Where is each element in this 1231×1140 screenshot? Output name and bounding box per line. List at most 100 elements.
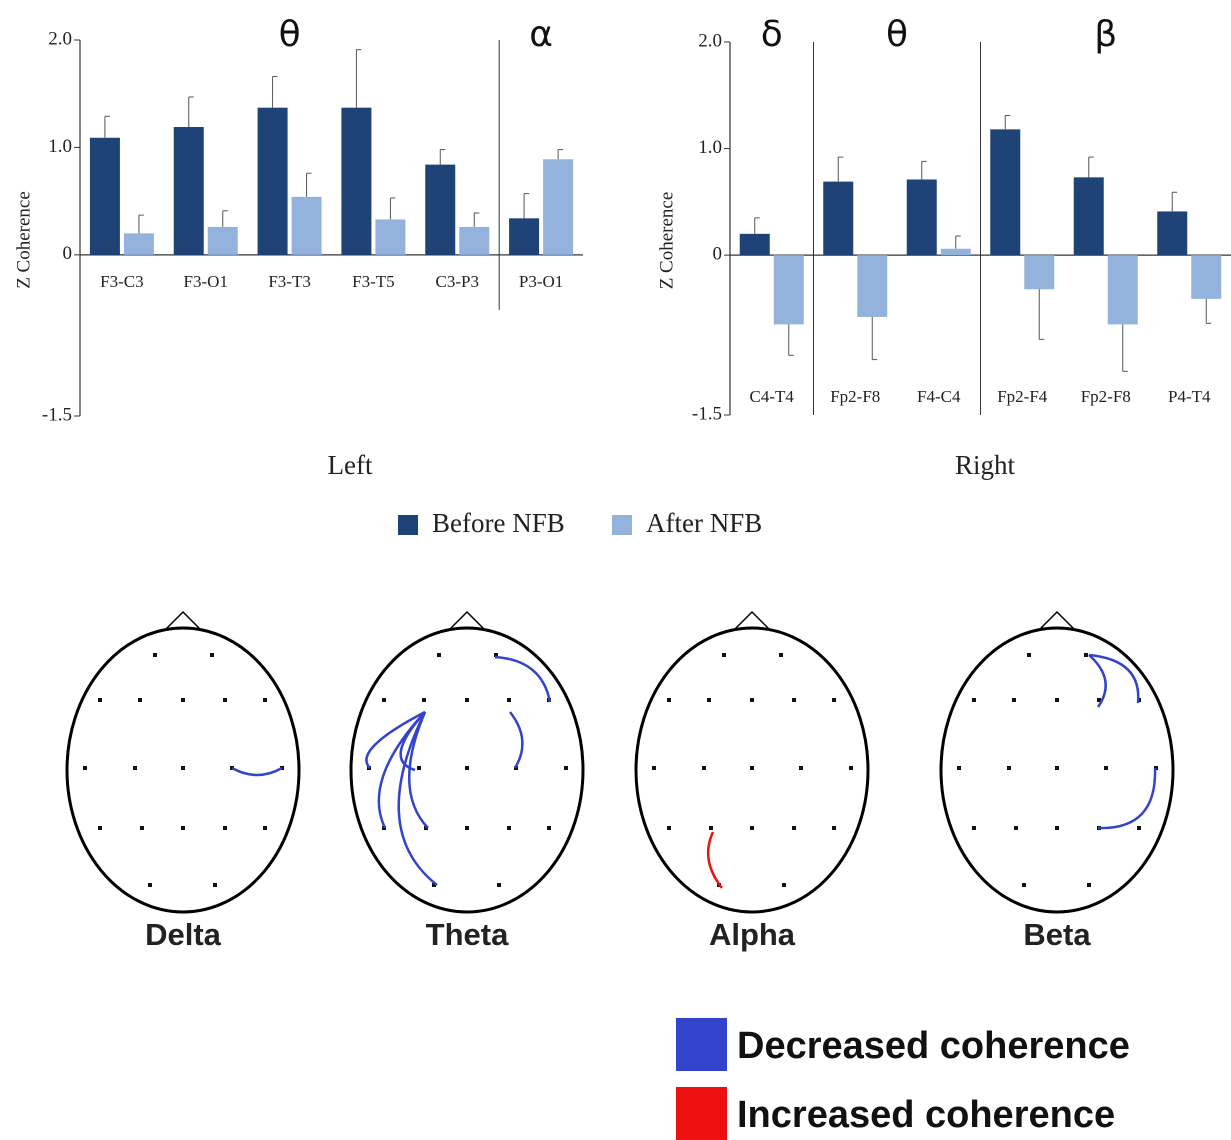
electrode (1055, 766, 1059, 770)
legend-swatch (612, 515, 632, 535)
electrode (181, 766, 185, 770)
coherence-arc (706, 831, 723, 889)
coherence-arc (231, 766, 283, 777)
head-nose (164, 610, 202, 631)
electrode (722, 653, 726, 657)
electrode (849, 766, 853, 770)
electrode (148, 883, 152, 887)
bar (990, 129, 1021, 256)
electrode (181, 698, 185, 702)
electrode (957, 766, 961, 770)
electrode (497, 883, 501, 887)
coherence-label: Decreased coherence (737, 1025, 1130, 1067)
bar (823, 181, 854, 256)
x-tick-label: Fp2-F8 (1081, 387, 1131, 406)
electrode (779, 653, 783, 657)
electrode (83, 766, 87, 770)
x-tick-label: C3-P3 (436, 272, 479, 291)
bar (89, 137, 120, 255)
legend-label: After NFB (646, 508, 762, 538)
electrode (972, 698, 976, 702)
electrode (547, 826, 551, 830)
coherence-arc (365, 710, 426, 769)
bar (773, 255, 804, 325)
x-tick-label: C4-T4 (750, 387, 795, 406)
bar (459, 226, 490, 255)
bar (906, 179, 937, 256)
head-nose (733, 610, 771, 631)
electrode (465, 698, 469, 702)
electrode (1012, 698, 1016, 702)
bar (543, 159, 574, 255)
coherence-arc (1088, 653, 1140, 704)
band-label: β (1094, 14, 1117, 55)
x-tick-label: P4-T4 (1168, 387, 1211, 406)
y-tick-label: -1.5 (42, 404, 72, 425)
electrode (564, 766, 568, 770)
coherence-arc (397, 711, 438, 886)
electrode (750, 826, 754, 830)
bar (1191, 255, 1222, 299)
electrode (832, 826, 836, 830)
legend-label: Before NFB (432, 508, 565, 538)
bar (257, 107, 288, 255)
electrode (750, 766, 754, 770)
band-label: θ (886, 14, 908, 55)
head-label: Theta (426, 917, 509, 952)
bar (1024, 255, 1055, 290)
electrode (1104, 766, 1108, 770)
coherence-arc (509, 711, 524, 769)
electrode (707, 698, 711, 702)
x-axis-label: Left (328, 450, 373, 480)
electrode (507, 698, 511, 702)
bar (857, 255, 888, 317)
electrode (223, 826, 227, 830)
electrode (1022, 883, 1026, 887)
bar (425, 164, 456, 255)
electrode (465, 826, 469, 830)
electrode (1097, 698, 1101, 702)
bar (1157, 211, 1188, 256)
electrode (263, 826, 267, 830)
coherence-arc (408, 711, 429, 829)
y-tick-label: 0 (63, 243, 73, 264)
y-tick-label: 1.0 (48, 136, 72, 157)
electrode (750, 698, 754, 702)
electrode (417, 766, 421, 770)
electrode (507, 826, 511, 830)
electrode (181, 826, 185, 830)
electrode (210, 653, 214, 657)
electrode (424, 826, 428, 830)
bar (739, 233, 770, 256)
electrode (1137, 826, 1141, 830)
y-tick-label: 2.0 (48, 28, 72, 49)
x-tick-label: Fp2-F8 (830, 387, 880, 406)
bar (375, 219, 406, 255)
x-tick-label: F3-T3 (268, 272, 311, 291)
electrode (422, 698, 426, 702)
electrode (832, 698, 836, 702)
y-tick-label: 1.0 (698, 137, 722, 158)
electrode (792, 698, 796, 702)
head-nose (1038, 610, 1076, 631)
electrode (432, 883, 436, 887)
electrode (494, 653, 498, 657)
head-label: Delta (145, 917, 222, 952)
bar (341, 107, 372, 255)
x-axis-label: Right (955, 450, 1016, 480)
electrode (213, 883, 217, 887)
coherence-arc (1088, 654, 1107, 708)
electrode (263, 698, 267, 702)
electrode (1055, 698, 1059, 702)
band-label: θ (279, 14, 301, 55)
electrode (709, 826, 713, 830)
band-label: δ (761, 14, 783, 55)
legend-swatch (398, 515, 418, 535)
bar (207, 226, 238, 255)
electrode (1027, 653, 1031, 657)
coherence-swatch (676, 1018, 727, 1071)
electrode (702, 766, 706, 770)
electrode (782, 883, 786, 887)
head-label: Beta (1023, 917, 1091, 952)
